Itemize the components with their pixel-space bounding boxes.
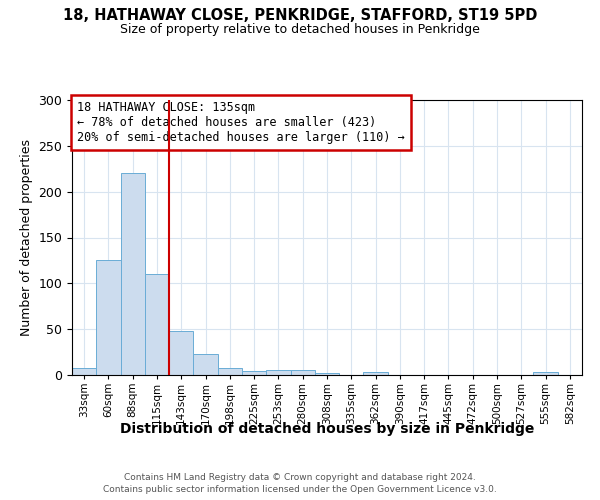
Text: 18 HATHAWAY CLOSE: 135sqm
← 78% of detached houses are smaller (423)
20% of semi: 18 HATHAWAY CLOSE: 135sqm ← 78% of detac…: [77, 102, 405, 144]
Bar: [193, 354, 218, 375]
Text: Contains public sector information licensed under the Open Government Licence v3: Contains public sector information licen…: [103, 485, 497, 494]
Bar: [96, 260, 121, 375]
Text: Size of property relative to detached houses in Penkridge: Size of property relative to detached ho…: [120, 22, 480, 36]
Bar: [290, 370, 315, 375]
Bar: [242, 372, 266, 375]
Bar: [72, 368, 96, 375]
Text: 18, HATHAWAY CLOSE, PENKRIDGE, STAFFORD, ST19 5PD: 18, HATHAWAY CLOSE, PENKRIDGE, STAFFORD,…: [63, 8, 537, 22]
Bar: [266, 370, 290, 375]
Text: Contains HM Land Registry data © Crown copyright and database right 2024.: Contains HM Land Registry data © Crown c…: [124, 472, 476, 482]
Bar: [533, 372, 558, 375]
Bar: [364, 372, 388, 375]
Bar: [315, 373, 339, 375]
Y-axis label: Number of detached properties: Number of detached properties: [20, 139, 33, 336]
Bar: [218, 368, 242, 375]
Text: Distribution of detached houses by size in Penkridge: Distribution of detached houses by size …: [120, 422, 534, 436]
Bar: [121, 174, 145, 375]
Bar: [169, 331, 193, 375]
Bar: [145, 274, 169, 375]
